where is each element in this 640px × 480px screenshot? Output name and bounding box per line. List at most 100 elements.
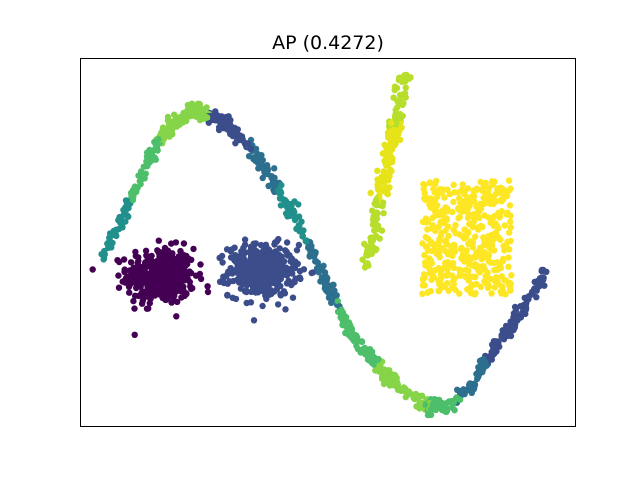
scatter-point — [444, 266, 451, 273]
scatter-point — [498, 273, 506, 280]
scatter-point — [456, 396, 464, 403]
scatter-point — [116, 258, 123, 266]
scatter-point — [464, 205, 472, 212]
scatter-point — [152, 270, 159, 278]
scatter-point — [499, 283, 506, 290]
scatter-point — [265, 182, 272, 190]
scatter-point — [189, 109, 196, 117]
scatter-point — [146, 158, 153, 165]
scatter-point — [501, 247, 508, 254]
scatter-point — [297, 275, 304, 283]
scatter-point — [466, 273, 473, 280]
scatter-point — [181, 111, 188, 119]
scatter-point — [487, 219, 494, 226]
scatter-point — [372, 224, 379, 231]
scatter-point — [263, 283, 271, 291]
scatter-point — [248, 276, 255, 284]
scatter-point — [140, 163, 147, 170]
scatter-point — [390, 376, 398, 383]
scatter-point — [125, 283, 133, 290]
scatter-point — [491, 247, 498, 254]
scatter-point — [424, 289, 431, 296]
scatter-point — [450, 264, 458, 272]
scatter-point — [456, 207, 463, 214]
scatter-point — [334, 297, 341, 305]
scatter-point — [445, 271, 452, 279]
scatter-point — [448, 243, 455, 250]
scatter-point — [378, 178, 385, 185]
scatter-point — [394, 104, 401, 111]
scatter-point — [505, 187, 512, 195]
scatter-point — [485, 214, 492, 221]
scatter-point — [369, 216, 377, 223]
scatter-point — [422, 234, 429, 241]
scatter-point — [126, 289, 133, 296]
scatter-point — [204, 288, 212, 296]
scatter-point — [241, 236, 249, 243]
scatter-point — [168, 240, 175, 247]
scatter-point — [405, 388, 412, 395]
scatter-point — [115, 284, 123, 291]
scatter-point — [181, 277, 188, 284]
scatter-point — [505, 263, 512, 270]
scatter-point — [473, 186, 480, 194]
scatter-point — [258, 152, 265, 159]
scatter-point — [401, 74, 408, 81]
scatter-point — [506, 246, 513, 253]
scatter-point — [441, 282, 448, 289]
scatter-point — [428, 260, 435, 267]
scatter-point — [424, 247, 432, 254]
scatter-point — [241, 139, 248, 146]
scatter-point — [491, 266, 498, 274]
scatter-point — [115, 272, 122, 279]
scatter-point — [247, 263, 255, 270]
scatter-point — [410, 394, 417, 401]
scatter-point — [176, 255, 183, 263]
scatter-point — [137, 180, 144, 188]
scatter-point — [499, 331, 507, 338]
scatter-point — [131, 305, 138, 312]
scatter-point — [296, 267, 304, 275]
scatter-point — [485, 253, 492, 260]
scatter-point — [464, 286, 471, 293]
scatter-point — [465, 267, 472, 274]
scatter-point — [442, 227, 449, 234]
scatter-point — [494, 233, 501, 240]
scatter-point — [441, 194, 448, 201]
scatter-point — [142, 247, 150, 254]
scatter-point — [458, 186, 466, 193]
scatter-point — [501, 222, 508, 229]
scatter-point — [508, 272, 515, 279]
scatter-point — [397, 387, 405, 394]
scatter-point — [283, 200, 291, 207]
scatter-point — [386, 382, 393, 389]
scatter-point — [180, 240, 188, 247]
scatter-point — [468, 193, 475, 201]
scatter-point — [378, 227, 386, 234]
scatter-point — [288, 258, 295, 265]
scatter-point — [474, 375, 481, 382]
scatter-point — [444, 251, 452, 258]
scatter-point — [451, 275, 458, 282]
scatter-point — [282, 247, 289, 254]
scatter-point — [283, 280, 291, 287]
scatter-point — [276, 245, 283, 252]
scatter-point — [190, 245, 197, 253]
scatter-point — [512, 307, 520, 314]
scatter-point — [507, 218, 514, 226]
scatter-point — [130, 297, 137, 305]
scatter-point — [171, 111, 178, 118]
scatter-point — [291, 198, 298, 205]
scatter-point — [491, 178, 498, 185]
scatter-point — [217, 119, 224, 126]
scatter-point — [361, 240, 368, 248]
scatter-point — [224, 292, 231, 299]
scatter-point — [169, 276, 176, 283]
scatter-point — [146, 294, 153, 302]
scatter-point — [227, 254, 235, 261]
scatter-point — [141, 175, 148, 182]
scatter-point — [278, 181, 285, 189]
scatter-point — [506, 202, 514, 209]
scatter-point — [155, 136, 162, 143]
